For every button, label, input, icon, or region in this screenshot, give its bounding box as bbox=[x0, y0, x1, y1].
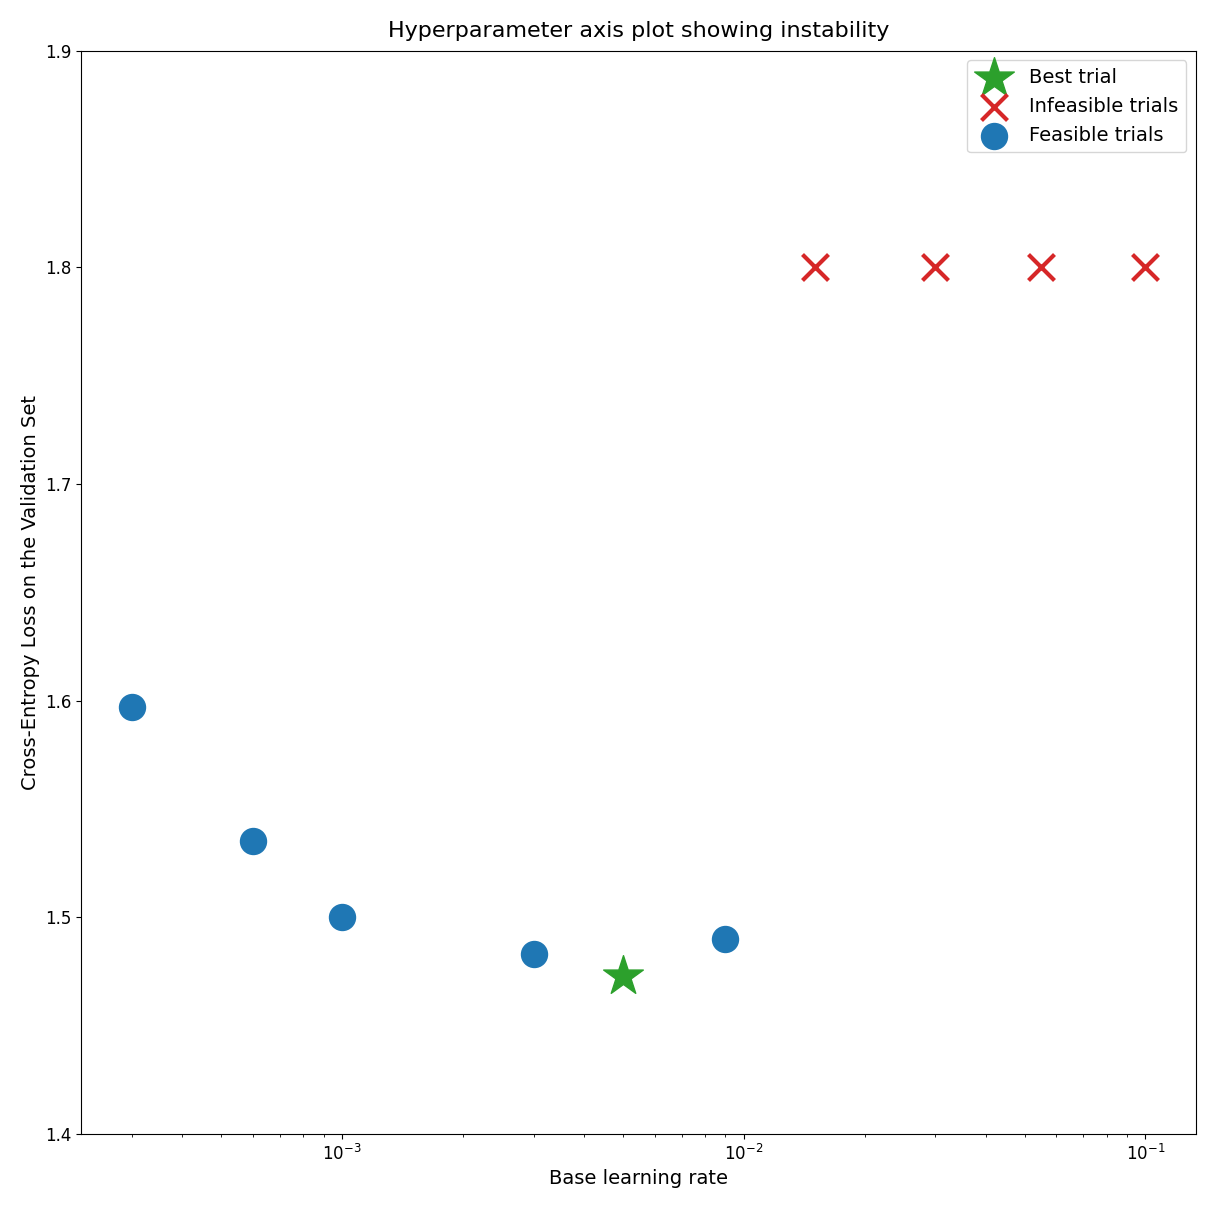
Feasible trials bbox=[332, 908, 352, 927]
Infeasible trials bbox=[1032, 258, 1051, 277]
Feasible trials bbox=[525, 944, 544, 964]
X-axis label: Base learning rate: Base learning rate bbox=[549, 1169, 728, 1188]
Infeasible trials bbox=[804, 258, 824, 277]
Feasible trials bbox=[243, 832, 263, 851]
Best trial bbox=[613, 966, 633, 985]
Infeasible trials bbox=[1135, 258, 1155, 277]
Infeasible trials bbox=[926, 258, 946, 277]
Y-axis label: Cross-Entropy Loss on the Validation Set: Cross-Entropy Loss on the Validation Set bbox=[21, 395, 40, 789]
Legend: Best trial, Infeasible trials, Feasible trials: Best trial, Infeasible trials, Feasible … bbox=[968, 60, 1187, 152]
Feasible trials bbox=[716, 930, 735, 949]
Title: Hyperparameter axis plot showing instability: Hyperparameter axis plot showing instabi… bbox=[388, 21, 890, 41]
Feasible trials bbox=[123, 698, 142, 717]
